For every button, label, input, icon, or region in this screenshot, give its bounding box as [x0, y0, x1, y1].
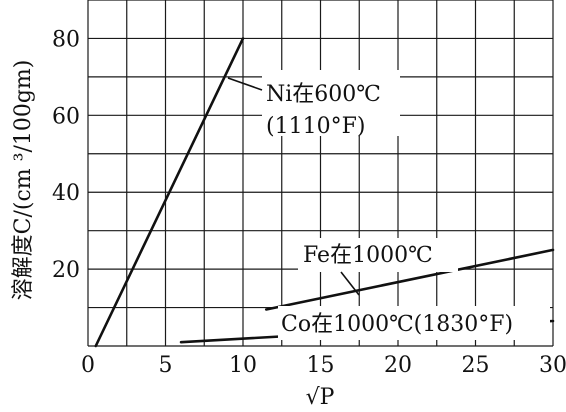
annotation-text-0: Ni在600℃: [266, 82, 381, 107]
annotation-background-0: [262, 70, 400, 136]
x-tick-label: 15: [307, 353, 335, 378]
y-tick-label: 60: [52, 104, 80, 129]
x-tick-label: 5: [159, 353, 173, 378]
annotation-text-2: Co在1000℃(1830°F): [281, 312, 513, 337]
x-tick-label: 25: [462, 353, 490, 378]
series-line-1: [264, 248, 555, 311]
annotation-leader-0: [227, 77, 263, 91]
annotation-text-1: Fe在1000℃: [303, 243, 433, 268]
y-tick-label: 20: [52, 258, 80, 283]
x-tick-label: 30: [539, 353, 566, 378]
y-axis-label: 溶解度C/(cm ³/100gm): [11, 60, 36, 301]
grid: [87, 0, 554, 347]
y-tick-label: 40: [52, 181, 80, 206]
x-tick-label: 20: [384, 353, 412, 378]
x-axis-label: √P: [306, 385, 335, 410]
series-line-0: [94, 37, 245, 348]
annotations: Ni在600℃ (1110°F) Fe在1000℃ Co在1000℃(1830°F): [227, 70, 550, 340]
x-tick-label: 10: [229, 353, 257, 378]
annotation-text-0: (1110°F): [266, 114, 365, 139]
annotation-background-1: [298, 238, 458, 272]
tick-labels: 0 5 10 15 20 25 30 20 40 60 80: [52, 27, 566, 378]
y-tick-label: 80: [52, 27, 80, 52]
x-tick-label: 0: [81, 353, 95, 378]
annotation-background-2: [278, 306, 550, 340]
annotation-leader-1: [340, 271, 360, 296]
